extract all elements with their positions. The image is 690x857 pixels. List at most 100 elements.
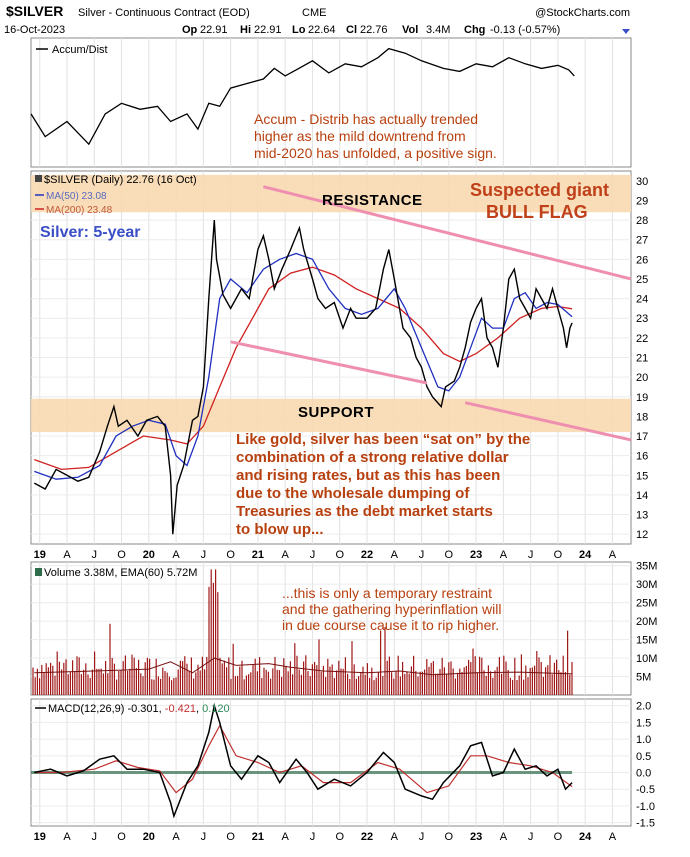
macd-y-tick-label: 1.5: [636, 717, 651, 729]
gold-annotation: Like gold, silver has been “sat on” by t…: [236, 431, 530, 538]
price-y-tick-label: 24: [636, 294, 648, 306]
volume-y-tick-label: 10M: [636, 653, 657, 665]
price-legend-swatch: [35, 175, 42, 182]
volume-value: 3.4M: [426, 24, 450, 36]
x-tick-label: J: [310, 549, 316, 561]
x-tick-label: 23: [470, 549, 482, 561]
dropdown-arrow-icon[interactable]: [622, 29, 630, 34]
accum-annotation: Accum - Distrib has actually trended hig…: [254, 111, 497, 161]
volume-note-line-3: in due course cause it to rip higher.: [282, 617, 499, 633]
volume-legend-swatch: [35, 568, 42, 576]
x-tick-label: 22: [361, 831, 373, 843]
accum-dist-line: [30, 47, 575, 146]
x-tick-label: A: [282, 549, 290, 561]
change-value: -0.13 (-0.57%): [490, 24, 560, 36]
ma50-legend-label: MA(50) 23.08: [46, 191, 107, 202]
x-tick-label: A: [282, 831, 290, 843]
macd-legend-label: MACD(12,26,9) -0.301, -0.421, 0.120: [48, 703, 230, 715]
accum-note-line-1: Accum - Distrib has actually trended: [254, 111, 478, 127]
volume-y-tick-label: 35M: [636, 561, 657, 573]
exchange-label: CME: [302, 7, 326, 19]
ma50-line: [34, 252, 573, 480]
x-tick-label: A: [609, 549, 617, 561]
price-y-tick-label: 27: [636, 235, 648, 247]
x-tick-label: 19: [34, 831, 46, 843]
macd-y-tick-label: 1.0: [636, 734, 651, 746]
chart-subtitle: Silver: 5-year: [40, 224, 141, 241]
x-tick-label: J: [310, 831, 316, 843]
x-tick-label: J: [92, 549, 98, 561]
price-y-tick-label: 18: [636, 411, 648, 423]
x-tick-label: 24: [579, 831, 592, 843]
y-axis-ticks: 12 13 14 15 16 17 18 19 20 21 22 23 24 25 26 27 28 29 30 5M…: [636, 176, 657, 830]
accum-note-line-3: mid-2020 has unfolded, a positive sign.: [254, 145, 497, 161]
volume-y-tick-label: 20M: [636, 616, 657, 628]
x-tick-label: 20: [143, 549, 155, 561]
macd-y-tick-label: -0.5: [636, 784, 655, 796]
resistance-label: RESISTANCE: [322, 192, 423, 209]
price-y-tick-label: 22: [636, 333, 648, 345]
price-y-tick-label: 13: [636, 510, 648, 522]
low-label: Lo: [292, 24, 306, 36]
gold-note-line-4: due to the wholesale dumping of: [236, 485, 470, 502]
price-line: [33, 220, 573, 535]
x-tick-label: J: [419, 831, 425, 843]
price-y-tick-label: 14: [636, 490, 648, 502]
x-tick-label: O: [554, 831, 563, 843]
volume-y-tick-label: 30M: [636, 579, 657, 591]
x-tick-label: O: [226, 831, 235, 843]
price-y-tick-label: 20: [636, 372, 648, 384]
gold-note-line-6: to blow up...: [236, 521, 323, 538]
price-legend-label: $SILVER (Daily) 22.76 (16 Oct): [44, 174, 197, 186]
change-label: Chg: [464, 24, 485, 36]
volume-annotation: ...this is only a temporary restraint an…: [282, 585, 501, 633]
lower-trendline-right: [464, 401, 632, 442]
x-tick-label: 21: [252, 549, 264, 561]
x-tick-label: A: [172, 831, 180, 843]
x-tick-label: A: [391, 831, 399, 843]
macd-y-tick-label: -1.0: [636, 801, 655, 813]
x-tick-label: A: [500, 549, 508, 561]
x-tick-label: A: [500, 831, 508, 843]
resistance-band: [31, 174, 631, 213]
price-y-tick-label: 28: [636, 215, 648, 227]
macd-legend: MACD(12,26,9) -0.301, -0.421, 0.120: [35, 703, 230, 715]
volume-y-tick-label: 5M: [636, 672, 651, 684]
x-tick-label: O: [335, 549, 344, 561]
symbol-label: $SILVER: [6, 3, 63, 19]
macd-line: [34, 702, 573, 819]
price-legend: $SILVER (Daily) 22.76 (16 Oct) MA(50) 23…: [35, 174, 197, 216]
ma200-legend-label: MA(200) 23.48: [46, 205, 113, 216]
x-tick-label: J: [528, 549, 534, 561]
data-series: [30, 47, 575, 819]
bull-flag-label-1: Suspected giant: [470, 180, 609, 200]
volume-ema-line: [34, 657, 573, 676]
trendlines: [230, 185, 632, 442]
x-tick-label: 21: [252, 831, 264, 843]
x-tick-label: J: [528, 831, 534, 843]
x-axis-ticks: 19 19 A A J J O O 20 20 A A J J O O 21 21 A A J J O O 22 22 A A J J O O…: [34, 549, 617, 843]
macd-y-tick-label: 2.0: [636, 701, 651, 713]
x-tick-label: A: [172, 549, 180, 561]
volume-note-line-2: and the gathering hyperinflation will: [282, 601, 501, 617]
x-tick-label: J: [419, 549, 425, 561]
volume-legend: Volume 3.38M, EMA(60) 5.72M: [35, 567, 197, 579]
price-y-tick-label: 21: [636, 353, 648, 365]
upper-trendline: [262, 185, 632, 281]
x-tick-label: O: [117, 549, 126, 561]
price-y-tick-label: 16: [636, 451, 648, 463]
x-tick-label: 22: [361, 549, 373, 561]
accum-note-line-2: higher as the mild downtrend from: [254, 128, 466, 144]
price-y-tick-label: 12: [636, 529, 648, 541]
low-value: 22.64: [308, 24, 336, 36]
x-tick-label: O: [445, 549, 454, 561]
volume-label: Vol: [402, 24, 418, 36]
macd-value-label: MACD(12,26,9) -0.301: [48, 703, 159, 715]
price-y-tick-label: 23: [636, 313, 648, 325]
x-tick-label: A: [609, 831, 617, 843]
price-y-tick-label: 26: [636, 254, 648, 266]
x-tick-label: O: [335, 831, 344, 843]
x-tick-label: A: [63, 549, 71, 561]
x-tick-label: 20: [143, 831, 155, 843]
